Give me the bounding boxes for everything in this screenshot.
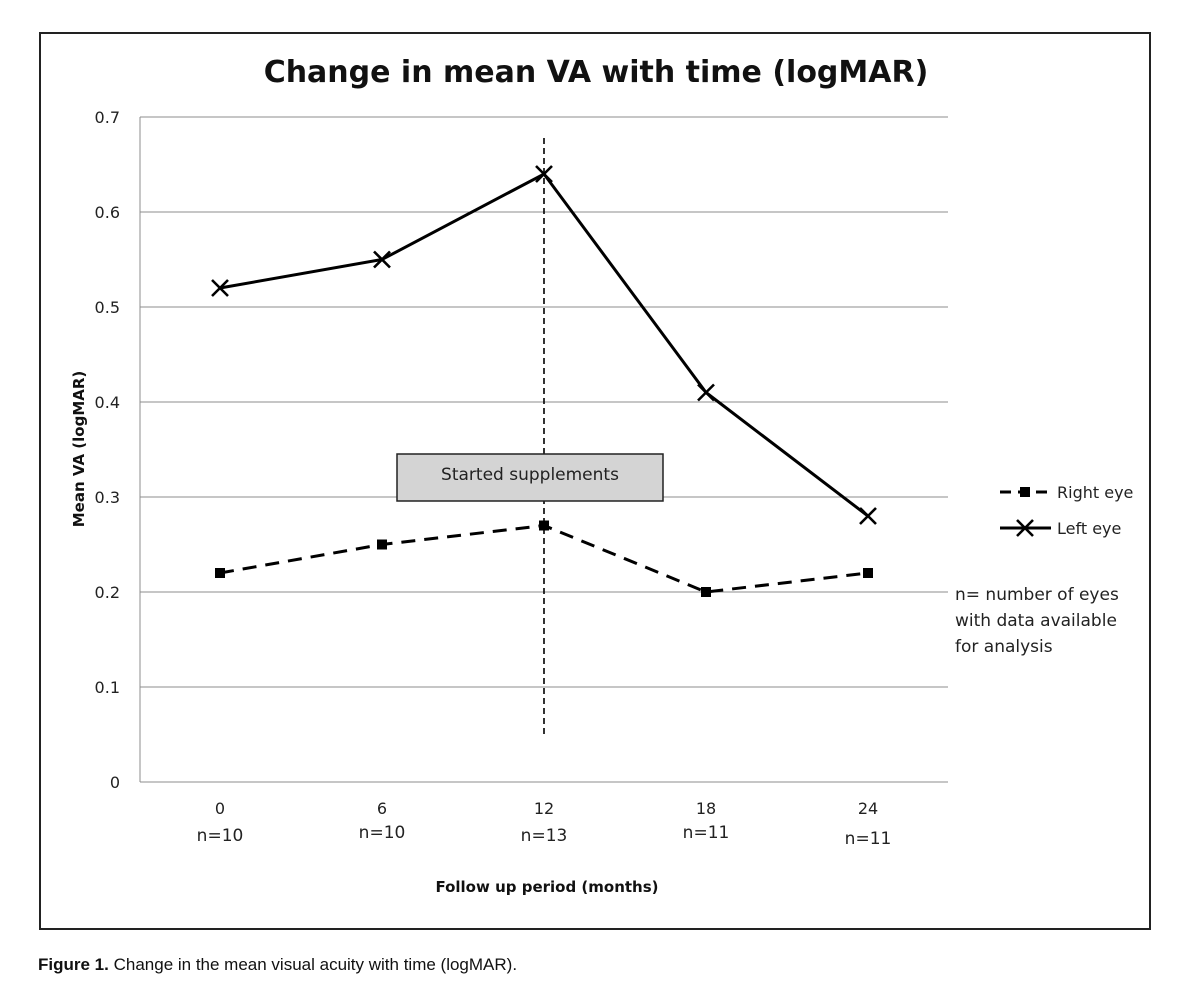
data-point-right-eye <box>539 520 549 531</box>
x-marker-stroke <box>211 279 229 297</box>
note-line: with data available <box>955 611 1117 631</box>
y-tick-label: 0.4 <box>95 393 120 412</box>
x-sample-size-label: n=10 <box>359 823 406 843</box>
x-axis-title: Follow up period (months) <box>435 878 658 896</box>
x-tick-label: 6 <box>377 799 387 818</box>
data-point-right-eye <box>215 568 225 578</box>
x-sample-size-label: n=11 <box>845 829 892 849</box>
x-marker-stroke <box>1016 519 1034 537</box>
y-tick-label: 0.6 <box>95 203 120 222</box>
y-tick-label: 0.3 <box>95 488 120 507</box>
x-marker-stroke <box>859 507 877 525</box>
sample-size-note: n= number of eyes with data available for … <box>955 585 1119 657</box>
x-tick-label: 24 <box>858 799 878 818</box>
x-tick-label: 18 <box>696 799 716 818</box>
y-tick-label: 0.5 <box>95 298 120 317</box>
figure-caption: Figure 1. Change in the mean visual acui… <box>38 955 517 975</box>
x-tick-labels: 0 n=10 6 n=10 12 n=13 18 n=11 24 n=11 <box>197 799 892 849</box>
data-point-right-eye <box>377 539 387 550</box>
data-point-left-eye <box>211 279 229 297</box>
figure-caption-text: Change in the mean visual acuity with ti… <box>113 955 518 974</box>
figure-caption-label: Figure 1. <box>38 955 109 974</box>
data-point-left-eye <box>535 165 553 183</box>
x-sample-size-label: n=11 <box>683 823 730 843</box>
y-axis-title: Mean VA (logMAR) <box>70 371 88 528</box>
note-line: n= number of eyes <box>955 585 1119 605</box>
y-tick-labels: 0 0.1 0.2 0.3 0.4 0.5 0.6 0.7 <box>95 108 120 792</box>
data-point-left-eye <box>697 383 715 402</box>
chart-frame <box>39 32 1151 930</box>
y-tick-label: 0 <box>110 773 120 792</box>
series-lines <box>211 165 877 597</box>
legend-marker-left-eye <box>1016 519 1034 537</box>
x-marker-stroke <box>697 383 715 402</box>
annotation-box-rect <box>396 453 664 502</box>
legend-label-right-eye: Right eye <box>1057 483 1133 502</box>
data-point-left-eye <box>859 507 877 525</box>
legend: Right eye Left eye <box>1000 483 1133 538</box>
grid-lines <box>139 116 948 783</box>
x-sample-size-label: n=10 <box>197 826 244 846</box>
note-line: for analysis <box>955 637 1053 657</box>
y-tick-label: 0.7 <box>95 108 120 127</box>
annotation-box: Started supplements <box>396 453 664 502</box>
x-marker-stroke <box>535 165 553 183</box>
annotation-box-text: Started supplements <box>441 465 619 485</box>
chart-title: Change in mean VA with time (logMAR) <box>264 55 929 90</box>
legend-label-left-eye: Left eye <box>1057 519 1121 538</box>
data-point-left-eye <box>373 250 391 269</box>
x-tick-label: 12 <box>534 799 554 818</box>
y-tick-label: 0.1 <box>95 678 120 697</box>
x-tick-label: 0 <box>215 799 225 818</box>
y-tick-label: 0.2 <box>95 583 120 602</box>
data-point-right-eye <box>863 568 873 578</box>
x-marker-stroke <box>373 250 391 269</box>
legend-marker-right-eye <box>1020 487 1030 497</box>
data-point-right-eye <box>701 587 711 597</box>
x-sample-size-label: n=13 <box>521 826 568 846</box>
